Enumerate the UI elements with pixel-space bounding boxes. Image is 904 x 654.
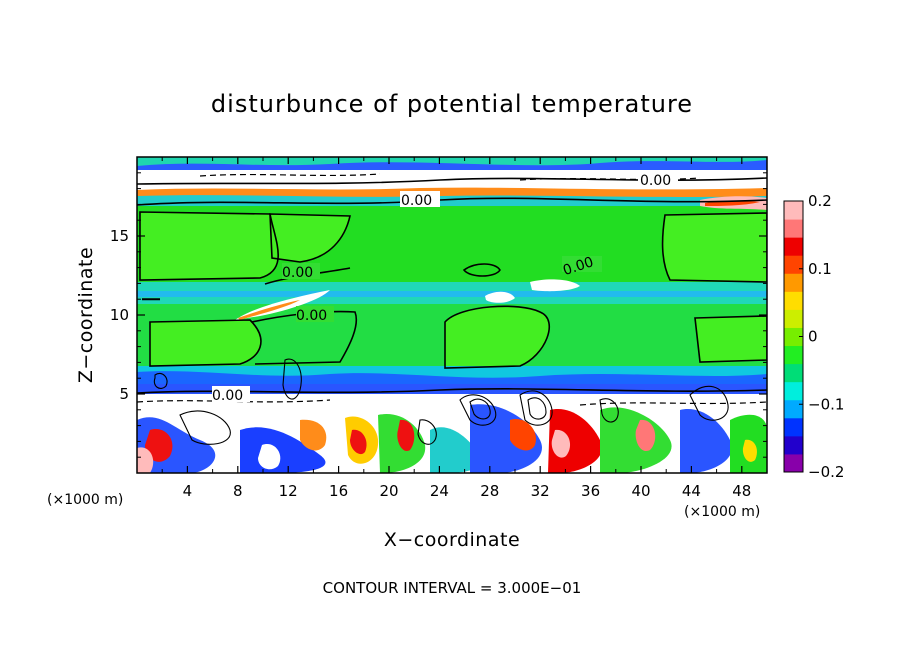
y-axis-label: Z−coordinate (75, 247, 97, 383)
colorbar-segment (784, 363, 803, 383)
colorbar-segment (784, 291, 803, 310)
colorbar-tick-label: 0 (808, 328, 818, 346)
y-tick-label: 15 (110, 227, 129, 245)
x-tick-label: 12 (279, 482, 298, 500)
x-tick-label: 4 (183, 482, 193, 500)
colorbar-segment (784, 417, 803, 437)
x-tick-label: 32 (531, 482, 550, 500)
colorbar-segment (784, 435, 803, 455)
x-tick-label: 36 (581, 482, 600, 500)
colorbar-tick-label: 0.1 (808, 260, 832, 278)
x-tick-label: 48 (732, 482, 751, 500)
colorbar-ticks: 0.2 0.1 0 −0.1 −0.2 (799, 192, 844, 481)
colorbar-segment (784, 345, 803, 365)
x-tick-label: 24 (430, 482, 449, 500)
colorbar-segment (784, 309, 803, 328)
colorbar-segment (784, 237, 803, 256)
y-tick-label: 5 (119, 385, 129, 403)
contour-label: 0.00 (296, 308, 327, 324)
colorbar-segment (784, 381, 803, 401)
x-axis-unit: (×1000 m) (684, 504, 760, 520)
colorbar-segment (784, 327, 803, 347)
y-axis-unit: (×1000 m) (47, 492, 123, 508)
x-axis: 4 8 12 16 20 24 28 32 36 40 44 48 (161, 157, 751, 500)
contour-label: 0.00 (401, 193, 432, 209)
colorbar-tick-label: −0.1 (808, 395, 844, 413)
contour-label: 0.00 (640, 173, 671, 189)
plot-area (137, 157, 767, 473)
x-tick-label: 8 (233, 482, 243, 500)
y-axis: 5 10 15 (110, 172, 767, 458)
y-tick-label: 10 (110, 306, 129, 324)
colorbar-segment (784, 399, 803, 419)
x-tick-label: 28 (480, 482, 499, 500)
colorbar-segment (784, 219, 803, 238)
colorbar-segment (784, 273, 803, 292)
contour-labels: 0.00 0.00 0.00 0.00 0.00 0.00 (212, 173, 671, 404)
x-tick-label: 44 (682, 482, 701, 500)
colorbar-segment (784, 453, 803, 473)
x-tick-label: 40 (631, 482, 650, 500)
contour-interval-note: CONTOUR INTERVAL = 3.000E−01 (323, 579, 582, 597)
colorbar-tick-label: −0.2 (808, 463, 844, 481)
contour-label: 0.00 (212, 388, 243, 404)
x-tick-label: 20 (379, 482, 398, 500)
x-tick-label: 16 (329, 482, 348, 500)
chart-title: disturbunce of potential temperature (211, 90, 693, 118)
colorbar-tick-label: 0.2 (808, 192, 832, 210)
colorbar-segment (784, 201, 803, 220)
colorbar (784, 201, 803, 473)
x-axis-label: X−coordinate (384, 529, 520, 551)
contour-label: 0.00 (282, 265, 313, 281)
colorbar-segment (784, 255, 803, 274)
